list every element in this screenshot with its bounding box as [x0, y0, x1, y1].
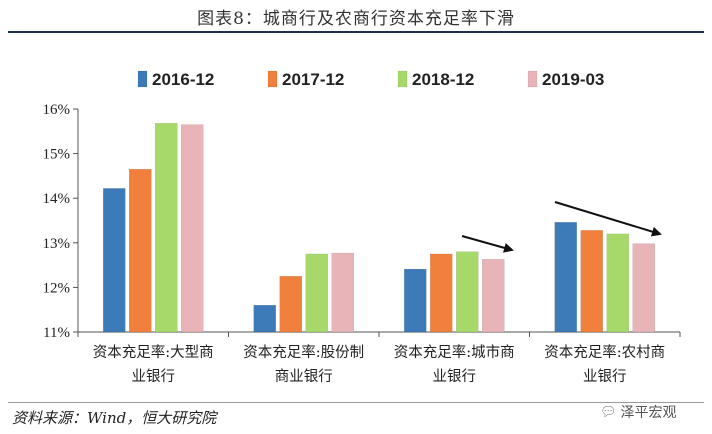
y-tick-label: 11%	[43, 325, 70, 341]
bar-2016-12-1	[253, 304, 276, 333]
watermark-text: 泽平宏观	[620, 405, 677, 421]
chart-title: 图表8：城商行及农商行资本充足率下滑	[197, 9, 515, 29]
legend-label-2016-12: 2016-12	[152, 70, 214, 89]
title-divider	[8, 31, 704, 33]
bar-2016-12-2	[404, 268, 427, 333]
category-label: 业银行	[583, 368, 627, 385]
bar-2016-12-3	[554, 222, 577, 333]
watermark: 💬︎ 泽平宏观	[600, 402, 677, 422]
bar-2019-03-0	[181, 124, 204, 333]
category-label: 资本充足率:大型商	[93, 344, 214, 361]
category-label: 资本充足率:股份制	[243, 344, 364, 361]
bar-2016-12-0	[103, 188, 126, 333]
category-labels: 资本充足率:大型商业银行资本充足率:股份制商业银行资本充足率:城市商业银行资本充…	[77, 332, 681, 385]
bar-2017-12-0	[129, 168, 152, 333]
legend-swatch-2019-03	[527, 70, 538, 88]
y-tick-label: 13%	[43, 236, 71, 252]
bar-2018-12-2	[456, 251, 479, 333]
bar-chart: 2016-12 2017-12 2018-12 2019-03 11% 12% 13% 14…	[43, 70, 681, 385]
bar-2019-03-2	[482, 259, 505, 333]
bar-2017-12-3	[580, 230, 603, 333]
category-label: 资本充足率:城市商	[394, 344, 515, 361]
bar-2017-12-2	[430, 253, 453, 333]
legend-label-2018-12: 2018-12	[412, 70, 474, 89]
y-tick-label: 16%	[43, 102, 71, 118]
legend-swatch-2018-12	[397, 70, 408, 88]
legend-label-2019-03: 2019-03	[542, 70, 604, 89]
footer-divider	[8, 402, 704, 403]
source-note: 资料来源：Wind，恒大研究院	[12, 409, 217, 427]
y-tick-label: 14%	[43, 191, 71, 207]
bar-2018-12-1	[305, 253, 328, 333]
bars	[103, 123, 655, 333]
category-label: 业银行	[132, 368, 176, 385]
category-label: 业银行	[433, 368, 477, 385]
bar-2019-03-3	[632, 243, 655, 333]
trend-arrow-city-banks	[461, 235, 514, 253]
legend-swatch-2017-12	[267, 70, 278, 88]
legend-swatch-2016-12	[137, 70, 148, 88]
bar-2019-03-1	[331, 252, 354, 333]
wechat-icon: 💬︎	[600, 404, 617, 420]
legend-label-2017-12: 2017-12	[282, 70, 344, 89]
bar-2017-12-1	[279, 276, 302, 333]
category-label: 资本充足率:农村商	[544, 344, 665, 361]
axes: 11% 12% 13% 14% 15% 16%	[43, 102, 680, 341]
bar-2018-12-0	[155, 123, 178, 333]
trend-arrow-rural-banks	[554, 201, 662, 237]
y-tick-label: 12%	[43, 280, 71, 296]
y-tick-label: 15%	[43, 147, 71, 163]
bar-2018-12-3	[606, 233, 629, 333]
legend: 2016-12 2017-12 2018-12 2019-03	[137, 70, 604, 89]
category-label: 商业银行	[275, 368, 333, 385]
